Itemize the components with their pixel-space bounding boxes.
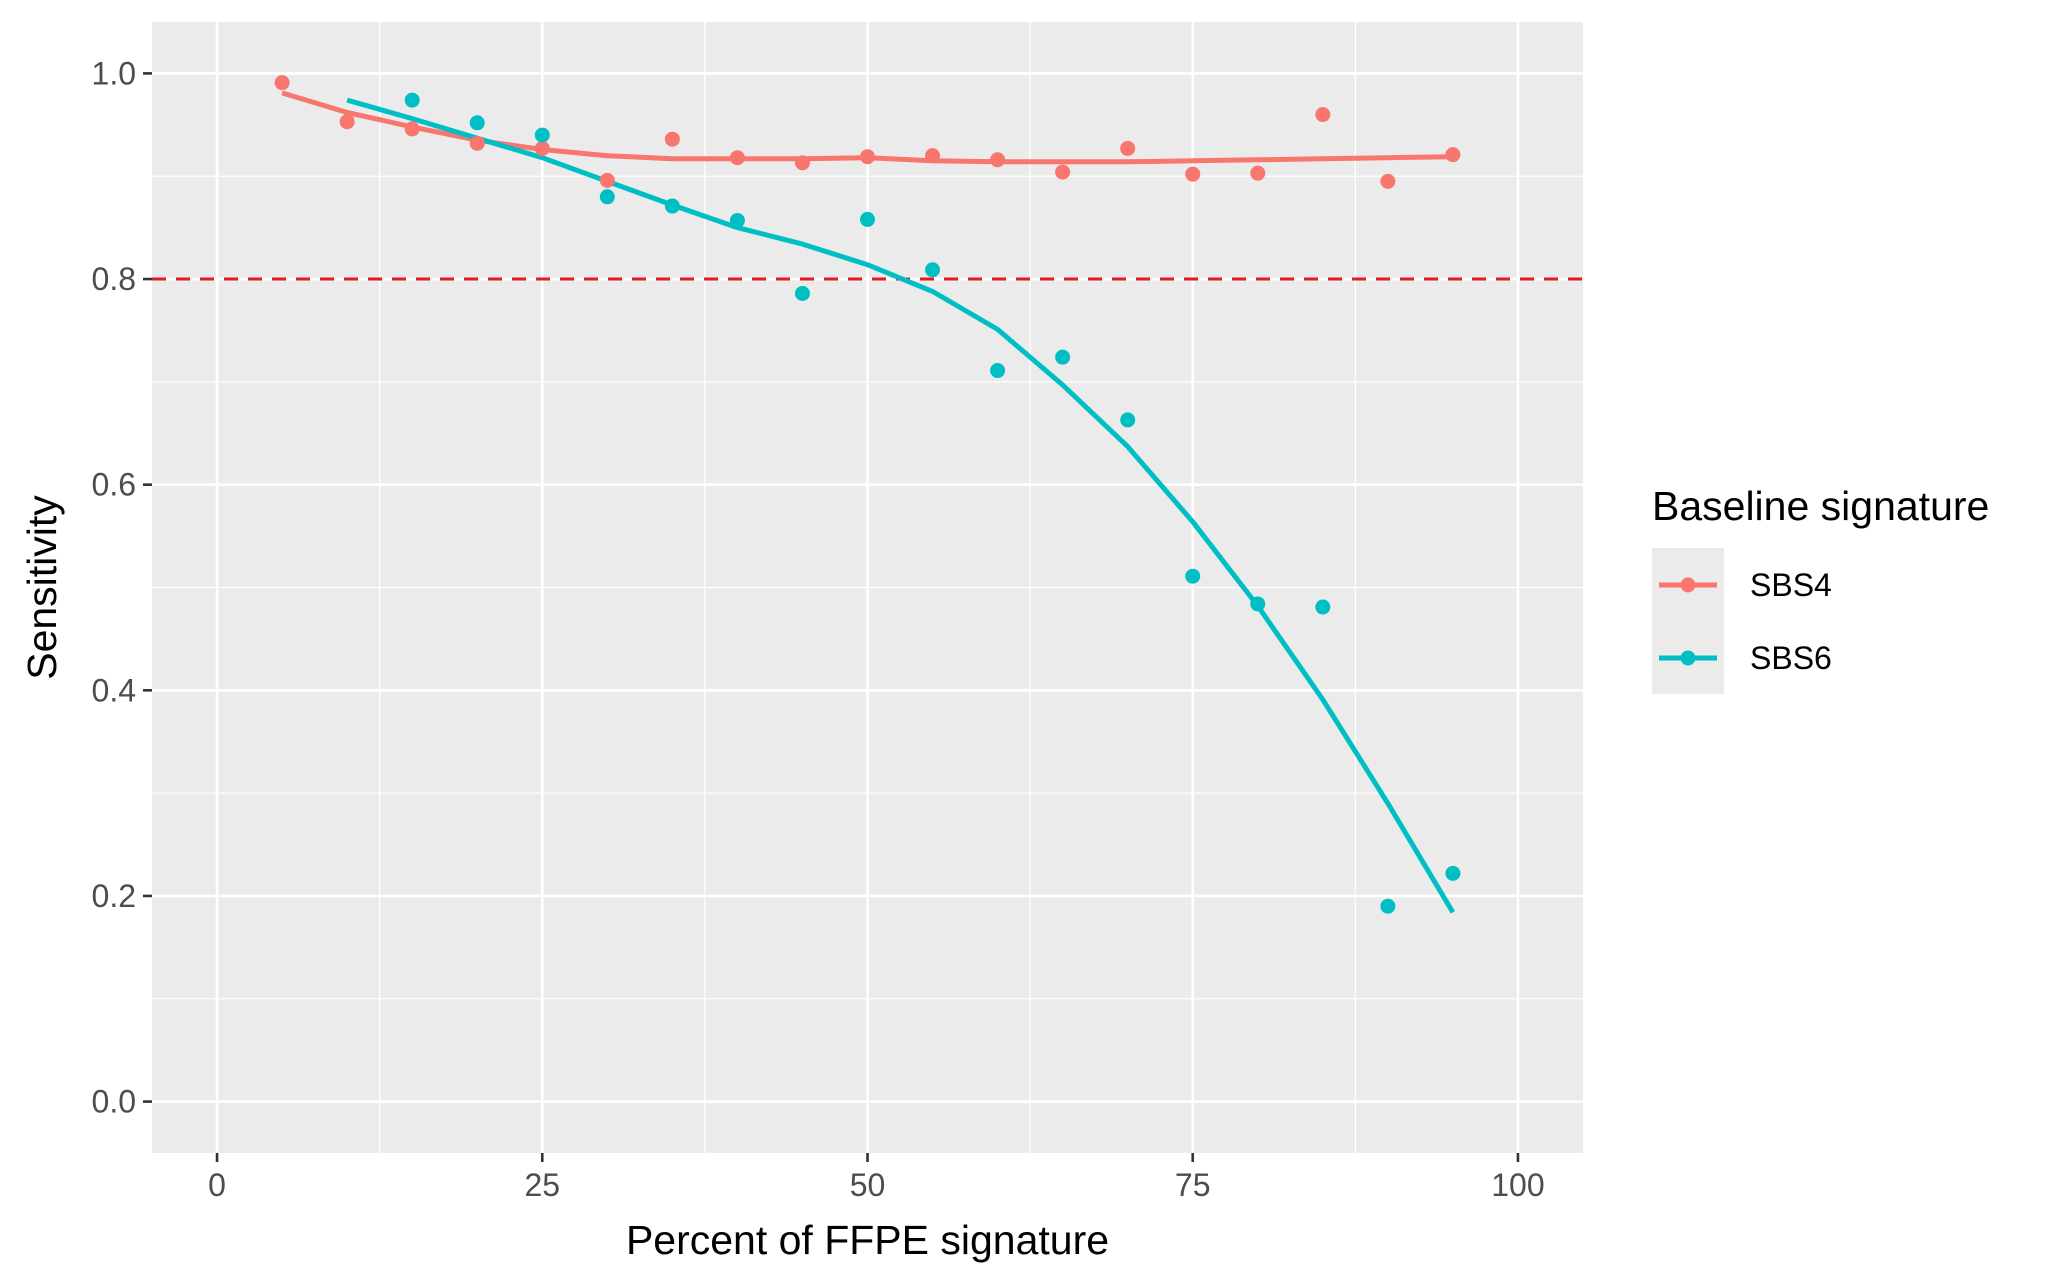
data-point-sbs6: [1380, 898, 1396, 914]
data-point-sbs4: [534, 140, 550, 156]
data-point-sbs4: [404, 121, 420, 137]
x-tick-label: 50: [850, 1167, 886, 1203]
legend-key-background: [1652, 548, 1724, 694]
y-tick-label: 0.2: [92, 878, 136, 914]
data-point-sbs4: [860, 149, 875, 165]
data-point-sbs4: [664, 131, 680, 147]
data-point-sbs6: [534, 127, 550, 143]
data-point-sbs6: [664, 198, 680, 214]
data-point-sbs4: [1250, 165, 1266, 181]
major-gridlines: [152, 22, 1583, 1153]
legend-title: Baseline signature: [1652, 483, 1989, 529]
smooth-line-sbs6: [346, 97, 1456, 914]
y-tick-label: 0.6: [92, 467, 136, 503]
legend-key-point-sbs6: [1680, 650, 1696, 666]
data-point-sbs6: [469, 115, 485, 131]
data-point-sbs6: [404, 92, 420, 108]
data-point-sbs6: [1185, 568, 1201, 584]
data-point-sbs4: [1445, 147, 1461, 163]
data-point-sbs6: [990, 363, 1006, 379]
data-point-sbs6: [860, 211, 875, 227]
y-tick-label: 0.4: [92, 672, 136, 708]
data-point-sbs4: [469, 135, 485, 151]
data-point-sbs4: [990, 152, 1006, 168]
data-point-sbs6: [599, 189, 615, 205]
data-point-sbs6: [729, 212, 745, 228]
x-tick-label: 75: [1175, 1167, 1211, 1203]
data-points: [274, 75, 1461, 914]
data-point-sbs4: [729, 150, 745, 166]
y-axis-ticks: 0.0 0.2 0.4 0.6 0.8 1.0: [92, 55, 152, 1120]
x-tick-label: 0: [208, 1167, 226, 1203]
data-point-sbs4: [339, 114, 355, 130]
legend: Baseline signature SBS4 SBS6: [1652, 483, 1989, 694]
data-point-sbs6: [1250, 596, 1266, 612]
data-point-sbs4: [925, 148, 941, 164]
data-point-sbs4: [599, 172, 615, 188]
data-point-sbs6: [794, 285, 810, 301]
y-tick-label: 1.0: [92, 55, 136, 91]
data-point-sbs4: [274, 75, 290, 91]
legend-key-point-sbs4: [1680, 577, 1696, 593]
data-point-sbs4: [1055, 164, 1071, 180]
data-point-sbs4: [1380, 173, 1396, 189]
data-point-sbs6: [1120, 412, 1136, 428]
x-axis-title: Percent of FFPE signature: [626, 1217, 1109, 1263]
data-point-sbs4: [1120, 140, 1136, 156]
data-point-sbs6: [1315, 599, 1331, 615]
x-tick-label: 100: [1491, 1167, 1544, 1203]
legend-items: SBS4 SBS6: [1659, 567, 1832, 676]
y-tick-label: 0.8: [92, 261, 136, 297]
data-point-sbs6: [1055, 349, 1071, 365]
legend-label-sbs6: SBS6: [1750, 640, 1832, 676]
x-tick-label: 25: [524, 1167, 560, 1203]
data-point-sbs6: [1445, 865, 1461, 881]
data-point-sbs4: [794, 155, 810, 171]
data-point-sbs4: [1315, 107, 1331, 123]
data-point-sbs6: [925, 262, 941, 278]
y-tick-label: 0.0: [92, 1084, 136, 1120]
y-axis-title: Sensitivity: [19, 495, 65, 680]
legend-label-sbs4: SBS4: [1750, 567, 1832, 603]
data-point-sbs4: [1185, 166, 1201, 182]
x-axis-ticks: 0 25 50 75 100: [208, 1153, 1545, 1203]
